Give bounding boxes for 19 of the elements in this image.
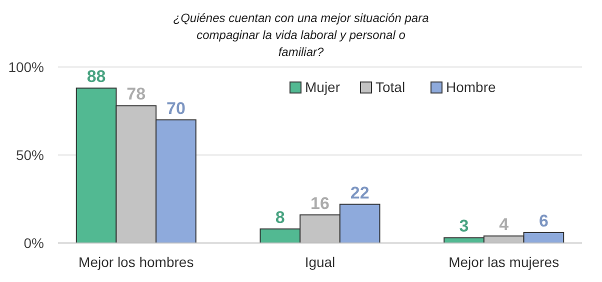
y-tick-label: 100% [8, 59, 44, 75]
data-label: 4 [499, 214, 510, 234]
data-label: 8 [275, 208, 285, 227]
y-tick-label: 0% [24, 235, 44, 251]
data-label: 78 [126, 84, 146, 104]
legend-label: Mujer [305, 79, 340, 95]
data-label: 22 [350, 183, 370, 202]
y-tick-label: 50% [16, 147, 44, 163]
x-tick-label: Igual [304, 254, 336, 270]
x-tick-label: Mejor las mujeres [448, 254, 560, 270]
data-label: 6 [538, 211, 548, 230]
legend-label: Hombre [446, 79, 496, 95]
chart-title: ¿Quiénes cuentan con una mejor situación para compaginar la vida laboral y personal o familiar? [173, 11, 430, 59]
x-tick-label: Mejor los hombres [78, 254, 194, 270]
data-label: 88 [86, 67, 106, 86]
data-label: 70 [166, 98, 186, 118]
legend-label: Total [376, 79, 406, 95]
data-label: 3 [459, 216, 469, 236]
data-label: 16 [310, 194, 330, 213]
